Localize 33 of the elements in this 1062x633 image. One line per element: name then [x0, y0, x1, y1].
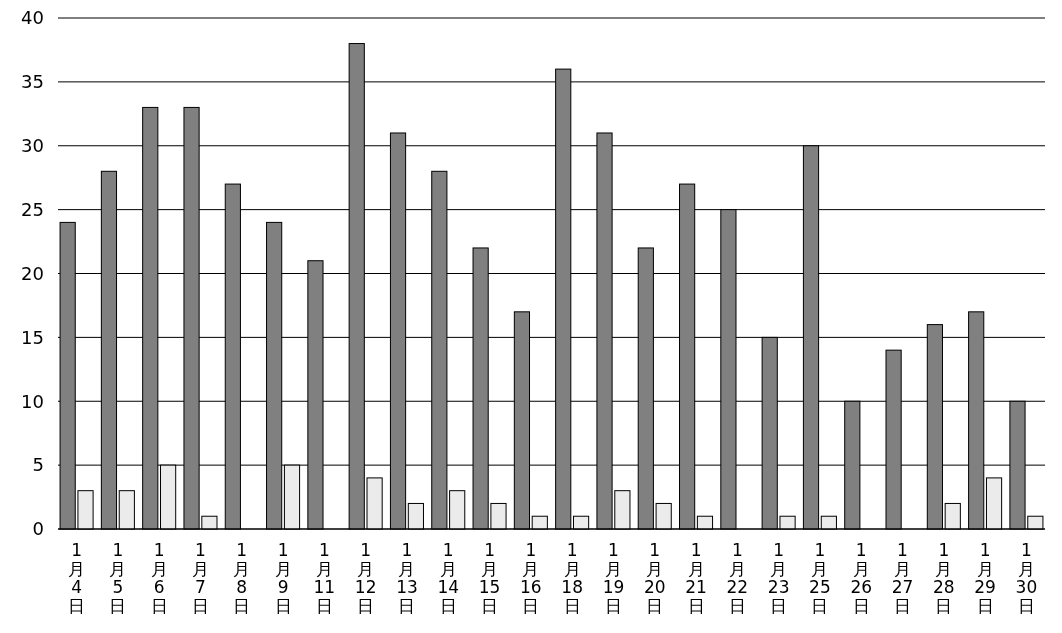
x-tick-label: 1月19日: [602, 540, 625, 616]
x-tick-label: 1月27日: [891, 540, 914, 616]
x-tick-label: 1月29日: [974, 540, 996, 616]
y-tick-label: 25: [21, 198, 44, 220]
x-tick-label: 1月11日: [313, 540, 336, 616]
y-tick-label: 20: [21, 262, 44, 284]
y-tick-label: 5: [32, 454, 44, 476]
x-tick-label: 1月8日: [233, 540, 251, 616]
x-tick-label: 1月21日: [685, 540, 707, 616]
y-tick-label: 15: [21, 326, 44, 348]
x-tick-label: 1月30日: [1015, 540, 1038, 616]
x-tick-label: 1月9日: [274, 540, 292, 616]
x-tick-label: 1月7日: [191, 540, 209, 616]
x-tick-label: 1月22日: [726, 540, 749, 616]
x-tick-label: 1月18日: [561, 540, 583, 616]
x-tick-label: 1月13日: [396, 540, 418, 616]
x-tick-label: 1月6日: [150, 540, 168, 616]
x-tick-label: 1月5日: [109, 540, 127, 616]
x-tick-label: 1月15日: [478, 540, 501, 616]
y-tick-label: 30: [21, 135, 44, 157]
x-tick-label: 1月28日: [933, 540, 955, 616]
x-tick-label: 1月20日: [643, 540, 666, 616]
x-tick-label: 1月23日: [767, 540, 790, 616]
x-tick-label: 1月14日: [437, 540, 460, 616]
x-tick-label: 1月16日: [520, 540, 542, 616]
x-tick-label: 1月4日: [68, 540, 86, 616]
y-tick-label: 40: [21, 7, 44, 29]
y-tick-label: 35: [21, 71, 44, 93]
x-tick-label: 1月25日: [809, 540, 831, 616]
y-tick-label: 0: [32, 518, 44, 540]
x-tick-label: 1月12日: [354, 540, 377, 616]
y-tick-label: 10: [21, 390, 44, 412]
x-tick-label: 1月26日: [850, 540, 873, 616]
